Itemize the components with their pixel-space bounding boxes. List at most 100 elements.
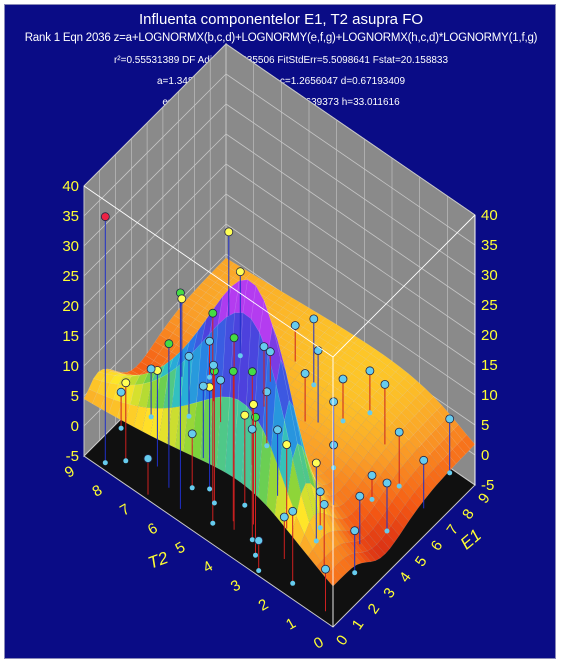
e1-tick: 3	[380, 585, 399, 602]
data-point	[100, 212, 110, 222]
z-tick-left: 40	[62, 178, 79, 195]
surface-cell	[359, 437, 374, 452]
surface-cell	[362, 401, 376, 415]
wall-gridline	[83, 223, 227, 367]
z-tick-right: -5	[481, 477, 494, 494]
z-tick-right: 40	[481, 207, 498, 224]
t2-tick: 6	[145, 520, 161, 539]
z-tick-left: 25	[62, 268, 79, 285]
floor-shadow-point	[384, 528, 390, 534]
surface-cell	[421, 438, 435, 455]
t2-tick: 7	[117, 501, 133, 520]
surface-cell	[273, 312, 287, 323]
fitted-surface	[83, 257, 476, 587]
floor-shadow-point	[207, 486, 213, 492]
surface-cell	[337, 449, 351, 465]
t2-tick: 0	[311, 634, 327, 653]
floor-shadow-point	[242, 502, 248, 508]
wall-gridline	[83, 73, 227, 217]
floor-shadow-point	[331, 465, 337, 471]
floor-shadow-point	[123, 458, 129, 464]
e1-tick: 2	[365, 601, 384, 618]
data-point	[394, 427, 404, 437]
floor-shadow-point	[313, 538, 319, 544]
z-tick-right: 10	[481, 387, 498, 404]
surface-cell	[398, 444, 413, 461]
y-axis-title: E1	[457, 525, 485, 553]
surface-cell	[369, 426, 383, 440]
surface-cell	[210, 282, 225, 293]
floor-shadow-point	[210, 520, 216, 526]
surface-cell	[365, 353, 380, 365]
data-point	[445, 414, 455, 424]
data-point	[184, 351, 194, 361]
floor-shadow-point	[237, 353, 243, 359]
data-point	[187, 429, 197, 439]
surface-cell	[384, 462, 399, 479]
data-point	[367, 470, 377, 480]
surface-cell	[318, 406, 332, 419]
z-tick-right: 5	[481, 417, 489, 434]
z-tick-right: 35	[481, 237, 498, 254]
data-point	[382, 478, 392, 488]
t2-tick: 8	[89, 482, 105, 501]
e1-tick: 0	[333, 632, 352, 649]
data-point	[290, 321, 300, 330]
floor-shadow-point	[352, 570, 358, 576]
floor-shadow-point	[253, 552, 258, 558]
data-point	[350, 526, 360, 536]
floor-shadow-point	[367, 410, 373, 416]
z-tick-right: 0	[481, 447, 489, 464]
wall-gridline	[225, 133, 476, 306]
surface-cell	[322, 533, 336, 552]
data-point	[282, 440, 292, 450]
floor-shadow-point	[317, 525, 323, 531]
t2-tick: 9	[62, 463, 78, 482]
data-point	[143, 454, 153, 464]
surface-cell	[307, 437, 322, 450]
data-point	[309, 314, 319, 324]
chart-title: Influenta componentelor E1, T2 asupra FO	[138, 11, 424, 28]
data-point	[216, 375, 226, 385]
data-point	[116, 387, 126, 397]
surface-cell	[364, 431, 379, 446]
data-point	[228, 366, 238, 376]
z-tick-left: 35	[62, 208, 79, 225]
surface-cell	[279, 347, 293, 359]
wall-gridline	[83, 43, 227, 187]
surface-cell	[293, 332, 308, 343]
t2-tick: 4	[200, 558, 216, 577]
surface-cell	[427, 414, 441, 430]
surface-cell	[302, 322, 317, 333]
surface-cell	[339, 542, 354, 556]
surface-cell	[364, 512, 379, 530]
data-point	[198, 381, 208, 391]
wall-gridline	[225, 193, 476, 366]
data-point	[240, 410, 250, 420]
surface-cell	[197, 282, 211, 293]
data-points	[100, 212, 455, 612]
surface-cell	[324, 571, 338, 587]
surface-cell	[181, 314, 196, 326]
floor-shadow-point	[311, 382, 317, 388]
data-point	[177, 294, 187, 304]
wall-gridline	[225, 43, 476, 216]
surface-cell	[391, 494, 406, 513]
surface-cell	[346, 436, 361, 451]
z-tick-left: 20	[62, 298, 79, 315]
surface-cell	[254, 277, 268, 289]
data-point	[265, 347, 275, 357]
data-point	[164, 339, 174, 349]
floor-shadow-point	[290, 580, 296, 586]
surface-cell	[420, 388, 434, 402]
t2-tick: 3	[228, 577, 244, 596]
surface-cell	[353, 338, 368, 349]
surface-cell	[286, 312, 300, 323]
z-tick-right: 25	[481, 297, 498, 314]
z-tick-right: 15	[481, 357, 498, 374]
wall-gridline	[225, 73, 476, 246]
floor-shadow-point	[207, 374, 212, 380]
floor-shadow-point	[211, 500, 217, 506]
surface-cell	[337, 518, 352, 532]
